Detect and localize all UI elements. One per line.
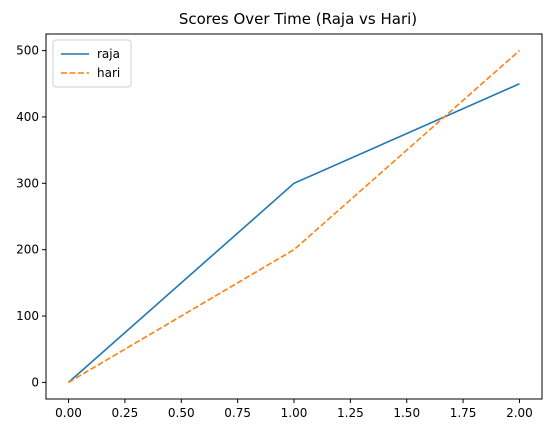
chart-title: Scores Over Time (Raja vs Hari) bbox=[179, 10, 417, 28]
y-tick-label: 300 bbox=[16, 176, 39, 190]
x-tick-label: 1.50 bbox=[393, 406, 420, 420]
y-tick-label: 100 bbox=[16, 309, 39, 323]
x-tick-label: 1.00 bbox=[281, 406, 308, 420]
x-tick-label: 2.00 bbox=[506, 406, 533, 420]
y-tick-label: 400 bbox=[16, 110, 39, 124]
plot-area bbox=[45, 33, 543, 400]
series-line-raja bbox=[68, 83, 520, 384]
series-line-hari bbox=[68, 49, 520, 384]
legend-label-raja: raja bbox=[97, 47, 120, 61]
y-tick-label: 200 bbox=[16, 243, 39, 257]
legend-label-hari: hari bbox=[97, 66, 120, 80]
y-axis: 0 100 200 300 400 500 bbox=[16, 44, 46, 389]
x-tick-label: 1.75 bbox=[450, 406, 477, 420]
y-tick-label: 0 bbox=[31, 375, 39, 389]
series-layer bbox=[68, 49, 520, 384]
legend: raja hari bbox=[52, 39, 132, 88]
x-tick-label: 0.25 bbox=[112, 406, 139, 420]
y-tick-label: 500 bbox=[16, 44, 39, 58]
x-tick-label: 0.00 bbox=[55, 406, 82, 420]
legend-box bbox=[52, 39, 132, 88]
x-tick-label: 1.25 bbox=[337, 406, 364, 420]
x-axis: 0.00 0.25 0.50 0.75 1.00 1.25 1.50 1.75 2.00 bbox=[55, 399, 533, 420]
x-tick-label: 0.75 bbox=[224, 406, 251, 420]
x-tick-label: 0.50 bbox=[168, 406, 195, 420]
